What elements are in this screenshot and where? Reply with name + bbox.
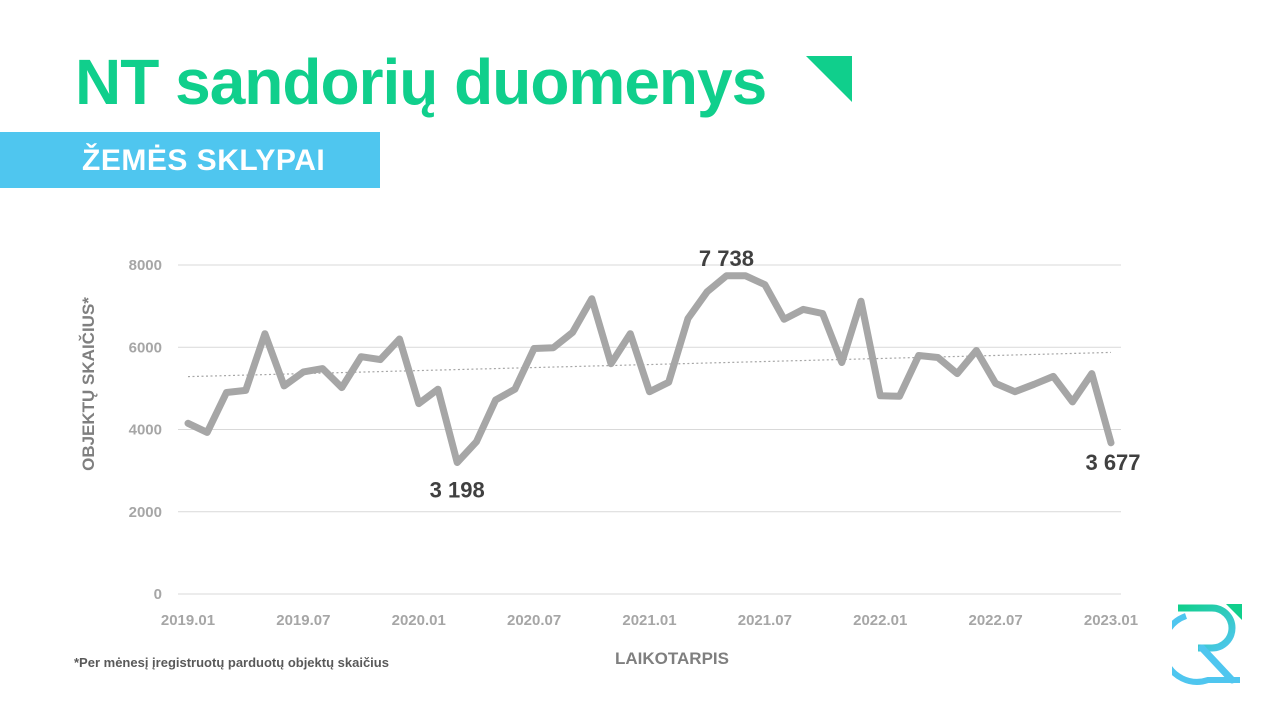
x-tick-label: 2022.01	[853, 612, 907, 629]
data-point	[379, 359, 381, 361]
trendline	[187, 351, 1112, 378]
trendline-layer	[187, 351, 1112, 378]
data-point	[879, 395, 881, 397]
data-point	[206, 431, 208, 433]
y-tick-label: 2000	[129, 504, 162, 521]
x-axis-ticks: 2019.01 2019.07 2020.01 2020.07 2021.01 2021.…	[161, 612, 1138, 629]
data-point	[322, 368, 324, 370]
data-point	[533, 347, 535, 349]
data-point	[341, 387, 343, 389]
gridlines	[178, 264, 1121, 595]
data-point	[591, 298, 593, 300]
data-label: 3 677	[1085, 450, 1140, 475]
data-point	[995, 382, 997, 384]
subtitle-band	[0, 132, 380, 188]
data-point	[245, 389, 247, 391]
data-point	[360, 356, 362, 358]
data-point	[187, 422, 189, 424]
x-tick-label: 2019.01	[161, 612, 215, 629]
x-tick-label: 2022.07	[969, 612, 1023, 629]
data-point	[610, 363, 612, 365]
data-point	[629, 333, 631, 335]
data-point	[437, 388, 439, 390]
data-point	[706, 291, 708, 293]
data-point	[841, 361, 843, 363]
x-tick-label: 2023.01	[1084, 612, 1138, 629]
x-tick-label: 2021.07	[738, 612, 792, 629]
data-point	[668, 381, 670, 383]
y-tick-label: 4000	[129, 422, 162, 439]
corner-triangle-icon	[806, 56, 852, 102]
data-point	[975, 350, 977, 352]
y-tick-label: 6000	[129, 339, 162, 356]
x-tick-label: 2020.07	[507, 612, 561, 629]
data-point	[1072, 401, 1074, 403]
data-point	[302, 371, 304, 373]
page-title: NT sandorių duomenys	[75, 46, 767, 118]
data-point	[822, 313, 824, 315]
data-point	[802, 308, 804, 310]
y-tick-label: 0	[154, 586, 162, 603]
data-point	[1052, 375, 1054, 377]
y-axis-title: OBJEKTŲ SKAIČIUS*	[79, 297, 98, 471]
series-layer	[184, 272, 1115, 466]
data-point	[860, 300, 862, 302]
data-point	[475, 441, 477, 443]
footnote: *Per mėnesį įregistruotų parduotų objekt…	[74, 655, 389, 670]
x-tick-label: 2019.07	[276, 612, 330, 629]
x-tick-label: 2021.01	[622, 612, 676, 629]
data-point	[495, 399, 497, 401]
data-point	[456, 461, 458, 463]
data-point	[783, 318, 785, 320]
page-subtitle: ŽEMĖS SKLYPAI	[82, 144, 326, 177]
data-point	[264, 333, 266, 335]
data-point	[572, 331, 574, 333]
data-point	[745, 275, 747, 277]
data-point	[687, 317, 689, 319]
data-label: 7 738	[699, 246, 754, 271]
data-point	[283, 385, 285, 387]
series-line	[184, 272, 1115, 466]
data-point	[898, 395, 900, 397]
data-label: 3 198	[430, 477, 485, 502]
data-point	[956, 373, 958, 375]
data-point	[1110, 442, 1112, 444]
x-tick-label: 2020.01	[392, 612, 446, 629]
data-point	[225, 391, 227, 393]
data-point	[399, 338, 401, 340]
y-axis-ticks: 0 2000 4000 6000 8000	[129, 257, 162, 603]
data-point	[725, 275, 727, 277]
data-point	[514, 388, 516, 390]
company-logo-icon	[1172, 604, 1242, 685]
x-axis-title: LAIKOTARPIS	[615, 649, 729, 668]
data-point	[1033, 383, 1035, 385]
data-point	[1014, 391, 1016, 393]
data-point	[649, 391, 650, 393]
data-point	[918, 354, 920, 356]
data-labels: 3 198 7 738 3 677	[430, 246, 1141, 503]
data-point	[937, 357, 939, 359]
y-tick-label: 8000	[129, 257, 162, 274]
data-point	[764, 284, 766, 286]
data-point	[418, 403, 420, 405]
data-point	[552, 347, 554, 349]
data-point	[1091, 373, 1093, 375]
